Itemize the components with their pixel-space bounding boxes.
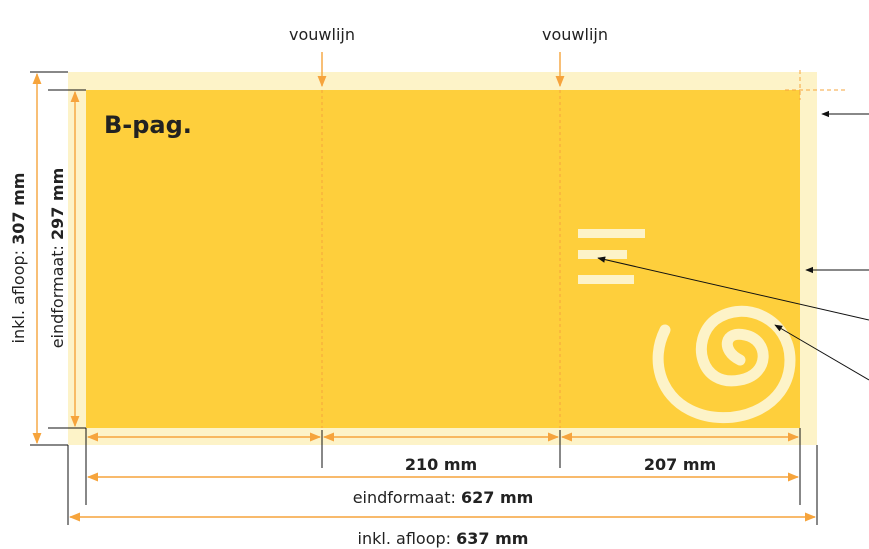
fold-label: vouwlijn xyxy=(289,25,355,44)
fold-label: vouwlijn xyxy=(542,25,608,44)
height-bleed: inkl. afloop: 307 mm xyxy=(9,173,28,344)
page-label: B-pag. xyxy=(104,111,192,139)
text-bar xyxy=(578,275,634,284)
height-final: eindformaat: 297 mm xyxy=(48,168,67,349)
trim-area xyxy=(86,90,800,428)
width-bleed: inkl. afloop: 637 mm xyxy=(358,529,529,548)
pointer xyxy=(597,256,869,321)
pointer xyxy=(774,324,869,381)
width-final: eindformaat: 627 mm xyxy=(353,488,534,507)
text-bar xyxy=(578,250,627,259)
panel-width: 207 mm xyxy=(644,455,716,474)
spiral xyxy=(652,305,796,424)
text-bar xyxy=(578,229,645,238)
panel-width: 210 mm xyxy=(405,455,477,474)
